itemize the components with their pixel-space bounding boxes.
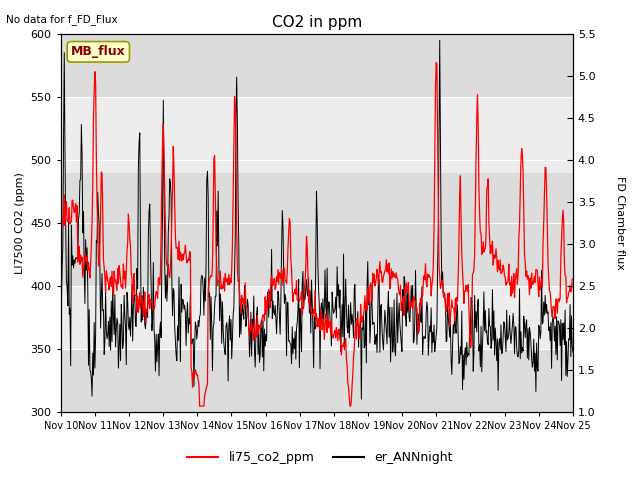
Y-axis label: FD Chamber flux: FD Chamber flux [615, 176, 625, 270]
Bar [61, 97, 573, 173]
Bar [61, 286, 573, 349]
Text: No data for f_FD_Flux: No data for f_FD_Flux [6, 14, 118, 25]
Y-axis label: LI7500 CO2 (ppm): LI7500 CO2 (ppm) [15, 172, 25, 274]
Title: CO2 in ppm: CO2 in ppm [272, 15, 362, 30]
Text: MB_flux: MB_flux [71, 45, 125, 58]
Legend: li75_co2_ppm, er_ANNnight: li75_co2_ppm, er_ANNnight [182, 446, 458, 469]
